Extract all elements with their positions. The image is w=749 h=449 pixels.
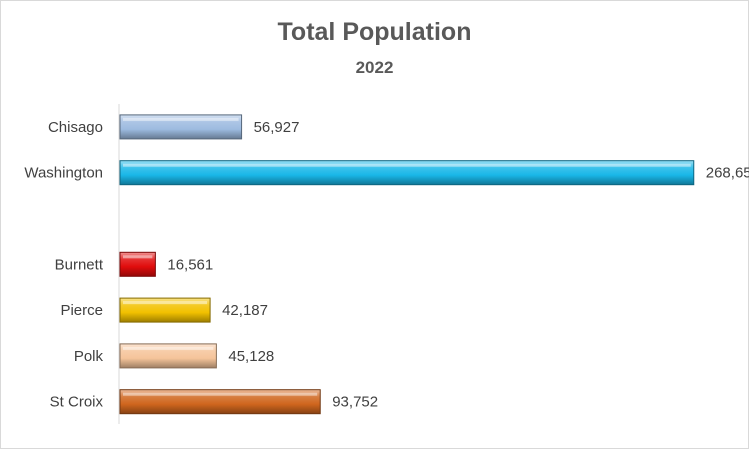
- data-label-st-croix: 93,752: [332, 394, 378, 411]
- bar-chisago: [119, 114, 243, 140]
- category-label-st-croix: St Croix: [50, 394, 104, 411]
- bar-pierce: [119, 297, 211, 323]
- chart-title: Total Population: [277, 18, 472, 46]
- data-label-washington: 268,651: [706, 165, 749, 182]
- chart-subtitle: 2022: [355, 58, 394, 77]
- bar-highlight-burnett: [123, 255, 153, 259]
- bar-highlight-chisago: [123, 117, 239, 121]
- data-label-chisago: 56,927: [254, 119, 300, 136]
- data-label-pierce: 42,187: [222, 302, 268, 319]
- bar-highlight-pierce: [123, 301, 208, 305]
- bar-highlight-washington: [123, 163, 691, 167]
- bar-washington: [119, 160, 695, 186]
- category-label-burnett: Burnett: [55, 256, 104, 273]
- bar-highlight-polk: [123, 346, 214, 350]
- data-label-polk: 45,128: [228, 348, 274, 365]
- bar-burnett: [119, 251, 156, 277]
- category-label-washington: Washington: [24, 165, 103, 182]
- category-label-pierce: Pierce: [60, 302, 103, 319]
- category-label-polk: Polk: [74, 348, 104, 365]
- category-label-chisago: Chisago: [48, 119, 103, 136]
- data-label-burnett: 16,561: [167, 256, 213, 273]
- bar-highlight-st-croix: [123, 392, 318, 396]
- bar-st-croix: [119, 389, 321, 415]
- bar-polk: [119, 343, 217, 369]
